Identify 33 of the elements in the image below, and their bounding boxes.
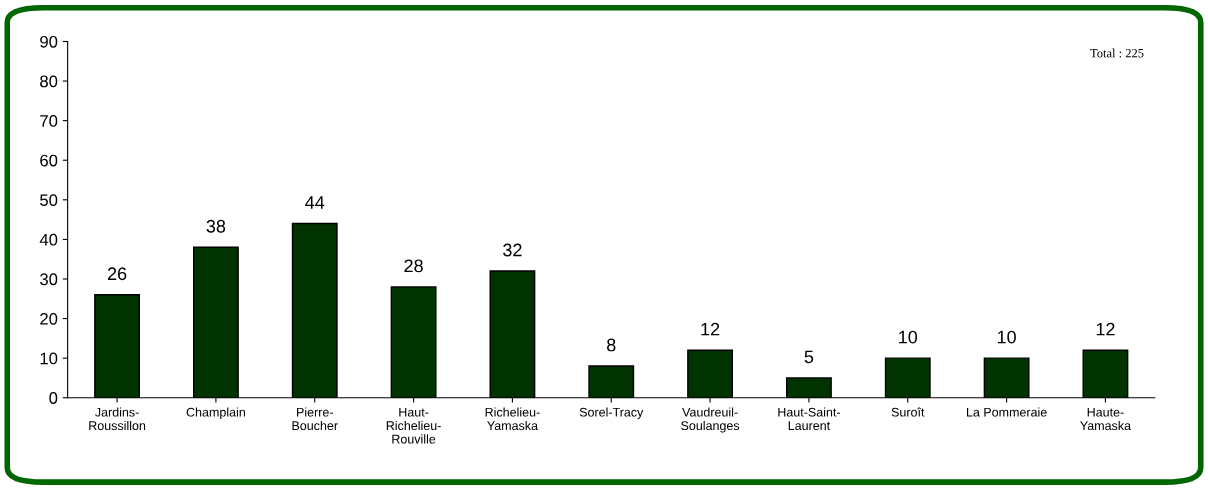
y-tick-label: 80 bbox=[40, 75, 58, 88]
data-label: 26 bbox=[107, 267, 127, 281]
x-tick-label: Champlain bbox=[186, 407, 245, 420]
data-label: 12 bbox=[1096, 322, 1115, 336]
data-label: 12 bbox=[701, 322, 720, 336]
x-tick-label: Sorel-Tracy bbox=[579, 407, 644, 420]
x-tick-label: Haute- Yamaska bbox=[1080, 407, 1132, 431]
data-label: 8 bbox=[607, 338, 616, 352]
y-tick-label: 30 bbox=[40, 273, 58, 286]
data-label: 10 bbox=[997, 330, 1016, 344]
x-tick-label: Suroît bbox=[891, 407, 925, 417]
data-label: 10 bbox=[899, 330, 918, 344]
y-tick-label: 60 bbox=[40, 154, 58, 167]
x-tick-label: Jardins- Roussillon bbox=[89, 407, 146, 431]
x-tick-label: Pierre- Boucher bbox=[292, 407, 338, 431]
y-tick-label: 0 bbox=[49, 392, 58, 404]
x-tick-label: Richelieu- Yamaska bbox=[485, 407, 540, 431]
x-tick-label: Haut- Richelieu- Rouville bbox=[386, 407, 441, 444]
x-tick-label: Vaudreuil- Soulanges bbox=[681, 407, 740, 433]
y-tick-label: 90 bbox=[40, 35, 58, 48]
data-label: 38 bbox=[206, 219, 226, 233]
y-tick-label: 40 bbox=[39, 233, 58, 246]
y-tick-label: 10 bbox=[40, 352, 58, 365]
data-label: 44 bbox=[305, 196, 325, 209]
x-tick-label: La Pommeraie bbox=[966, 407, 1047, 417]
data-label: 28 bbox=[404, 259, 423, 273]
data-label: 5 bbox=[804, 350, 814, 364]
x-tick-label: Haut-Saint- Laurent bbox=[778, 407, 840, 431]
data-label: 32 bbox=[503, 243, 522, 257]
y-tick-label: 20 bbox=[40, 312, 58, 325]
y-tick-label: 50 bbox=[40, 194, 58, 207]
annotation: Total : 225 bbox=[1090, 48, 1144, 58]
y-tick-label: 70 bbox=[40, 115, 58, 127]
